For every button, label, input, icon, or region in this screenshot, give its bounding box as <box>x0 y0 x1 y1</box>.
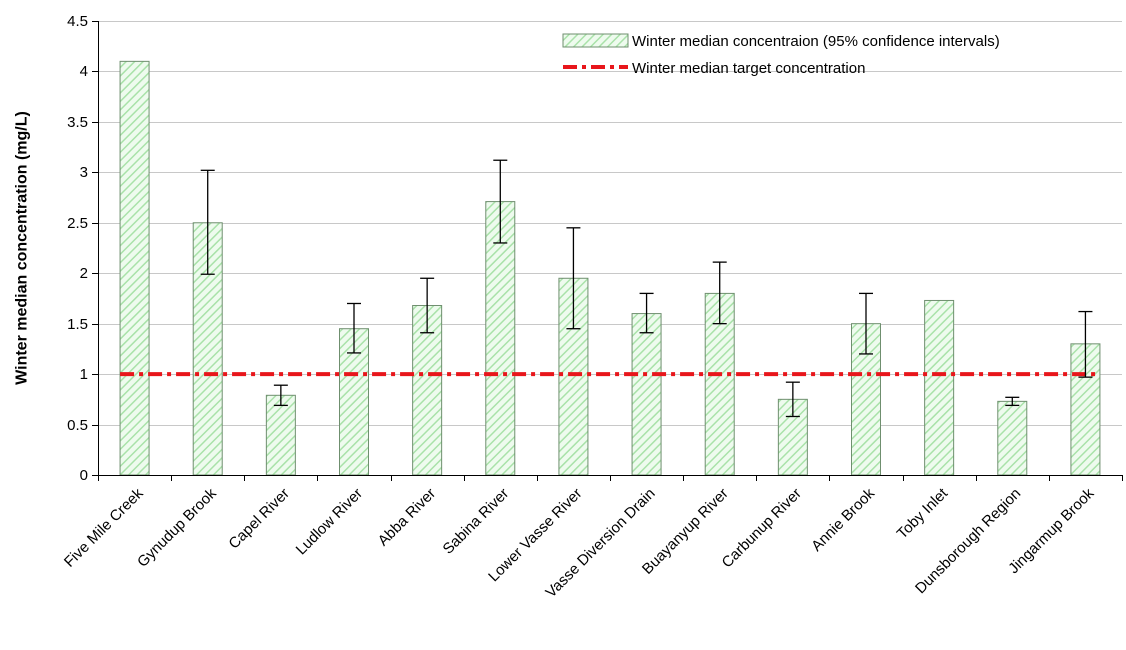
x-tick-label: Sabina River <box>440 485 513 558</box>
x-tick-label: Gynudup Brook <box>134 485 220 571</box>
x-tick-label: Capel River <box>225 485 292 552</box>
axes <box>92 21 1123 481</box>
bar <box>997 400 1028 476</box>
bar <box>631 313 662 476</box>
bar <box>119 60 150 476</box>
y-tick-label: 0 <box>80 467 88 484</box>
bar <box>924 299 955 476</box>
x-tick-label: Ludlow River <box>293 485 366 558</box>
x-tick-label: Abba River <box>375 485 439 549</box>
y-tick-label: 0.5 <box>67 417 88 434</box>
gridlines <box>98 21 1122 426</box>
legend-label-bars: Winter median concentraion (95% confiden… <box>632 33 1000 50</box>
y-tick-label: 3 <box>80 164 88 181</box>
x-tick-label: Carbunup River <box>719 485 805 571</box>
y-tick-label: 1.5 <box>67 316 88 333</box>
y-tick-label: 2 <box>80 265 88 282</box>
x-tick-label: Toby Inlet <box>894 484 952 542</box>
y-tick-label: 4.5 <box>67 13 88 30</box>
bar <box>265 394 296 476</box>
bars <box>119 60 1101 476</box>
y-tick-label: 4 <box>80 63 88 80</box>
y-tick-label: 3.5 <box>67 114 88 131</box>
legend-swatch-bars <box>562 33 629 48</box>
legend-label-target: Winter median target concentration <box>632 60 865 77</box>
error-bars <box>200 159 1093 418</box>
y-tick-label: 1 <box>80 366 88 383</box>
y-tick-labels: 0 0.5 1 1.5 2 2.5 3 3.5 4 4.5 <box>67 13 88 484</box>
y-tick-label: 2.5 <box>67 215 88 232</box>
legend: Winter median concentraion (95% confiden… <box>562 33 1000 77</box>
y-axis-label: Winter median concentration (mg/L) <box>14 111 31 385</box>
x-tick-label: Annie Brook <box>808 485 878 555</box>
